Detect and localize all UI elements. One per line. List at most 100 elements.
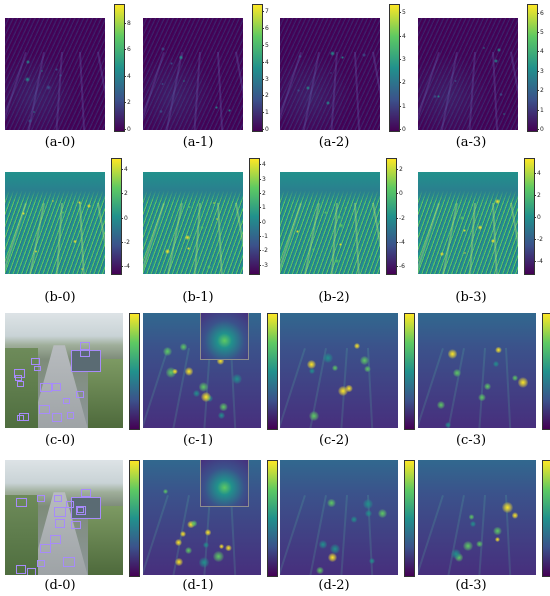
heat-spot <box>329 71 333 74</box>
colorbar <box>389 4 400 132</box>
heat-spot <box>185 235 190 240</box>
colorbar-tick: 0 <box>396 190 403 198</box>
colorbar <box>267 460 278 577</box>
heat-spot <box>216 217 219 220</box>
attention-heatmap <box>143 313 261 428</box>
heat-spot <box>26 59 31 64</box>
road-line <box>328 51 338 130</box>
colorbar-tick: 1 <box>262 109 269 117</box>
heat-spot <box>308 411 319 422</box>
heat-spot <box>336 214 342 220</box>
colorbar-tick: -2 <box>259 247 268 255</box>
colorbar-tick: 3 <box>399 56 406 63</box>
heat-spot <box>444 421 452 428</box>
road-line <box>443 347 465 428</box>
heat-spot <box>341 55 345 59</box>
panel-caption: (b-1) <box>182 290 214 305</box>
detection-box <box>76 506 85 513</box>
colorbar-tick: 1 <box>259 204 266 212</box>
colorbar-tick: 6 <box>124 46 131 54</box>
heat-spot <box>54 67 58 72</box>
panel-caption: (b-3) <box>455 290 487 305</box>
detection-box <box>50 534 61 544</box>
detection-box <box>51 413 63 422</box>
panel-caption: (d-0) <box>44 578 76 593</box>
heat-spot <box>203 541 210 549</box>
feature-map <box>418 18 518 130</box>
colorbar-tick: 0 <box>262 126 269 133</box>
panel-caption: (c-0) <box>44 433 76 448</box>
detection-box <box>63 397 70 404</box>
detection-box <box>75 505 87 515</box>
road-line <box>476 494 487 575</box>
detection-box <box>38 404 51 415</box>
road-line <box>25 202 45 274</box>
colorbar-tick: 2 <box>537 87 544 95</box>
colorbar-tick: 5 <box>537 29 544 37</box>
trees-left <box>5 494 39 575</box>
detection-photo <box>5 460 123 575</box>
heat-spot <box>450 548 462 560</box>
heat-spot <box>344 384 353 393</box>
heat-spot <box>161 82 164 86</box>
heat-spot <box>354 343 361 350</box>
attention-heatmap <box>418 460 536 575</box>
road-line <box>79 202 86 274</box>
heat-spot <box>368 557 376 565</box>
colorbar-tick: 0 <box>124 126 131 133</box>
heat-spot <box>453 369 462 378</box>
detection-box <box>71 520 82 530</box>
panel-caption: (a-3) <box>455 135 487 150</box>
road-line <box>143 202 165 274</box>
panel-caption: (d-2) <box>318 578 350 593</box>
heat-spot <box>206 265 211 270</box>
road-line <box>143 51 165 130</box>
heat-spot <box>159 109 163 114</box>
heat-spot <box>175 539 182 546</box>
heat-spot <box>200 225 204 230</box>
colorbar <box>114 4 125 132</box>
panel-caption: (c-3) <box>455 433 487 448</box>
colorbar-tick: 5 <box>262 42 269 49</box>
heat-spot <box>433 94 437 99</box>
heat-spot <box>160 47 165 51</box>
heat-spot <box>491 239 496 243</box>
heat-spot <box>58 73 62 77</box>
colorbar <box>542 313 550 430</box>
heat-spot <box>460 216 465 221</box>
panel-caption: (d-1) <box>182 578 214 593</box>
heat-spot <box>476 212 479 215</box>
detection-box <box>53 507 66 518</box>
road-line <box>5 51 27 130</box>
heat-spot <box>437 95 441 99</box>
road-line <box>510 202 518 274</box>
road-line <box>97 51 105 130</box>
heat-spot <box>227 108 231 112</box>
heat-spot <box>165 367 177 378</box>
colorbar-tick: 2 <box>399 79 406 87</box>
detection-box <box>66 412 75 419</box>
road-line <box>338 494 349 575</box>
detection-box <box>26 568 36 575</box>
feature-map <box>5 172 105 274</box>
feature-map <box>143 18 243 130</box>
colorbar-tick: 2 <box>262 92 269 100</box>
attention-heatmap <box>143 460 261 575</box>
heat-spot <box>502 112 505 115</box>
heat-spot <box>484 382 491 390</box>
road-line <box>97 202 105 274</box>
feature-map <box>5 18 105 130</box>
heat-spot <box>204 529 212 536</box>
colorbar <box>129 460 140 577</box>
road-line <box>53 51 63 130</box>
panel-caption: (b-0) <box>44 290 76 305</box>
heat-spot <box>180 343 188 351</box>
heat-spot <box>482 47 485 50</box>
road-line <box>354 202 361 274</box>
road-line <box>505 347 513 428</box>
colorbar-tick: 0 <box>537 126 544 133</box>
road-line <box>467 202 476 274</box>
heat-spot <box>334 258 340 264</box>
heat-spot <box>315 566 324 575</box>
heat-spot <box>295 230 299 234</box>
